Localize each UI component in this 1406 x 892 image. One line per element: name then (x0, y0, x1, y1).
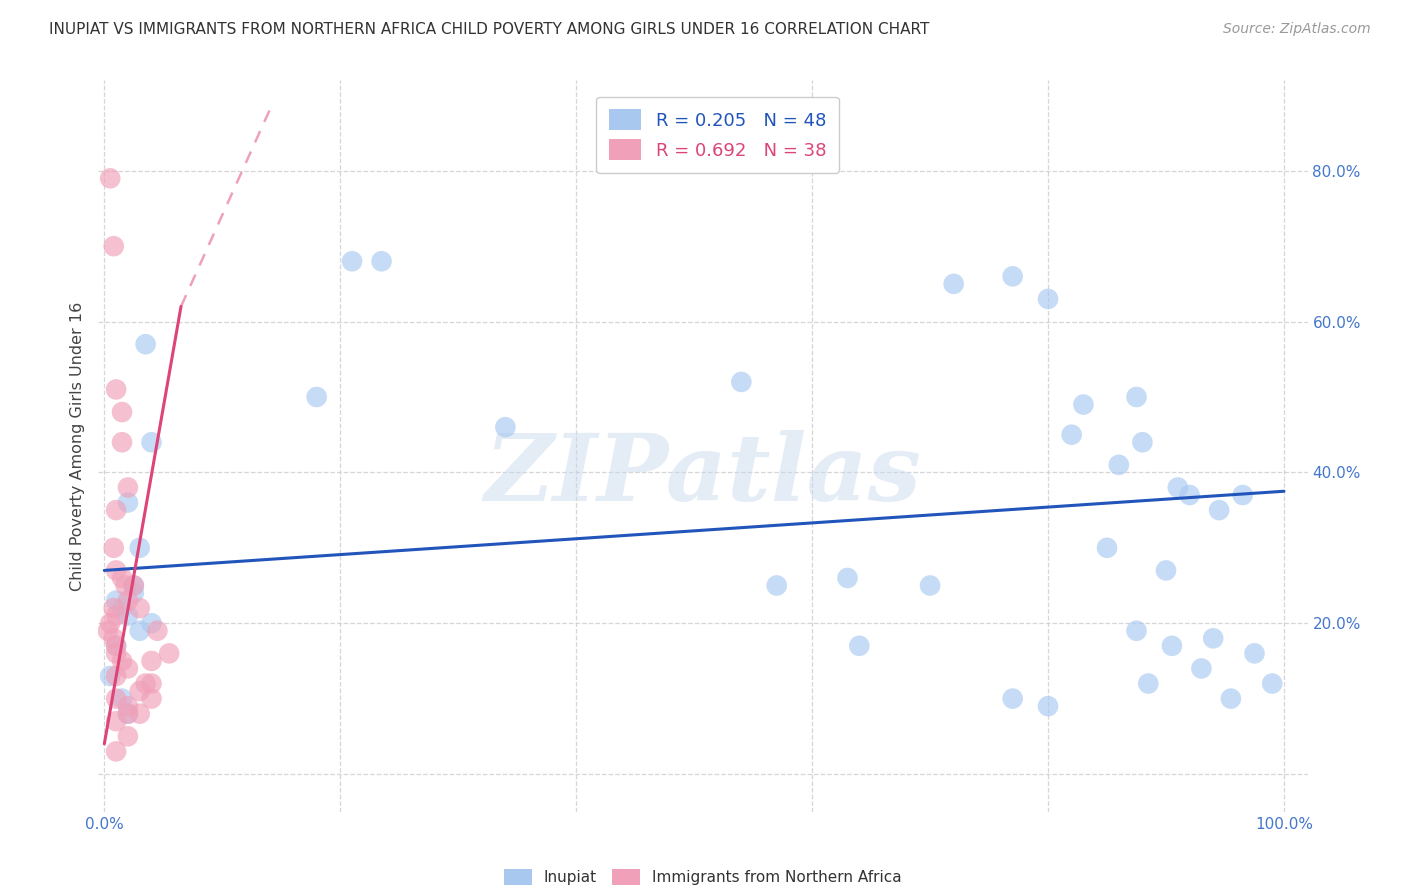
Point (1036, 699, 1059, 714)
Y-axis label: Child Poverty Among Girls Under 16: Child Poverty Among Girls Under 16 (70, 301, 86, 591)
Point (141, 616, 163, 631)
Point (730, 375, 752, 389)
Point (1108, 458, 1130, 472)
Point (1001, 269, 1024, 284)
Point (105, 593, 128, 607)
Point (1001, 691, 1024, 706)
Text: INUPIAT VS IMMIGRANTS FROM NORTHERN AFRICA CHILD POVERTY AMONG GIRLS UNDER 16 CO: INUPIAT VS IMMIGRANTS FROM NORTHERN AFRI… (49, 22, 929, 37)
Point (1261, 676, 1284, 690)
Point (111, 435, 134, 450)
Point (920, 578, 942, 592)
Point (1167, 480, 1189, 494)
Point (1232, 488, 1254, 502)
Point (122, 578, 145, 592)
Point (117, 608, 139, 623)
Point (141, 654, 163, 668)
Point (1202, 632, 1225, 646)
Point (305, 390, 328, 404)
Point (1208, 503, 1230, 517)
Point (128, 601, 150, 615)
Point (1125, 624, 1147, 638)
Point (157, 646, 180, 660)
Point (141, 676, 163, 690)
Point (370, 254, 392, 268)
Point (1073, 398, 1095, 412)
Point (837, 571, 859, 585)
Point (942, 277, 965, 291)
Point (117, 593, 139, 607)
Point (105, 639, 128, 653)
Point (105, 646, 128, 660)
Point (1036, 292, 1059, 306)
Point (848, 639, 870, 653)
Point (98, 171, 121, 186)
Point (105, 563, 128, 577)
Point (141, 435, 163, 450)
Point (111, 691, 134, 706)
Point (494, 420, 516, 434)
Point (105, 714, 128, 729)
Point (128, 541, 150, 555)
Point (105, 744, 128, 758)
Point (117, 699, 139, 714)
Point (1095, 541, 1118, 555)
Text: Source: ZipAtlas.com: Source: ZipAtlas.com (1223, 22, 1371, 37)
Point (122, 586, 145, 600)
Point (1219, 691, 1241, 706)
Point (117, 661, 139, 675)
Point (128, 624, 150, 638)
Point (105, 383, 128, 397)
Point (117, 706, 139, 721)
Point (98, 616, 121, 631)
Point (1154, 563, 1177, 577)
Point (103, 632, 125, 646)
Point (117, 480, 139, 494)
Point (765, 578, 787, 592)
Point (111, 654, 134, 668)
Point (117, 729, 139, 743)
Point (105, 608, 128, 623)
Point (1178, 488, 1201, 502)
Point (105, 639, 128, 653)
Point (103, 601, 125, 615)
Point (128, 706, 150, 721)
Point (1189, 661, 1212, 675)
Point (111, 601, 134, 615)
Point (117, 495, 139, 509)
Point (1125, 390, 1147, 404)
Point (114, 578, 136, 592)
Point (105, 503, 128, 517)
Text: ZIPatlas: ZIPatlas (485, 430, 921, 520)
Point (98, 669, 121, 683)
Point (1060, 427, 1083, 442)
Point (128, 684, 150, 698)
Point (1132, 435, 1154, 450)
Point (97, 624, 120, 638)
Point (105, 669, 128, 683)
Point (1243, 646, 1265, 660)
Point (1137, 676, 1160, 690)
Point (105, 691, 128, 706)
Point (135, 676, 157, 690)
Point (141, 691, 163, 706)
Point (122, 578, 145, 592)
Point (103, 239, 125, 253)
Point (1161, 639, 1184, 653)
Point (135, 337, 157, 351)
Legend: Inupiat, Immigrants from Northern Africa: Inupiat, Immigrants from Northern Africa (498, 863, 908, 891)
Point (111, 405, 134, 419)
Point (340, 254, 363, 268)
Point (111, 571, 134, 585)
Point (117, 706, 139, 721)
Point (146, 624, 169, 638)
Point (103, 541, 125, 555)
